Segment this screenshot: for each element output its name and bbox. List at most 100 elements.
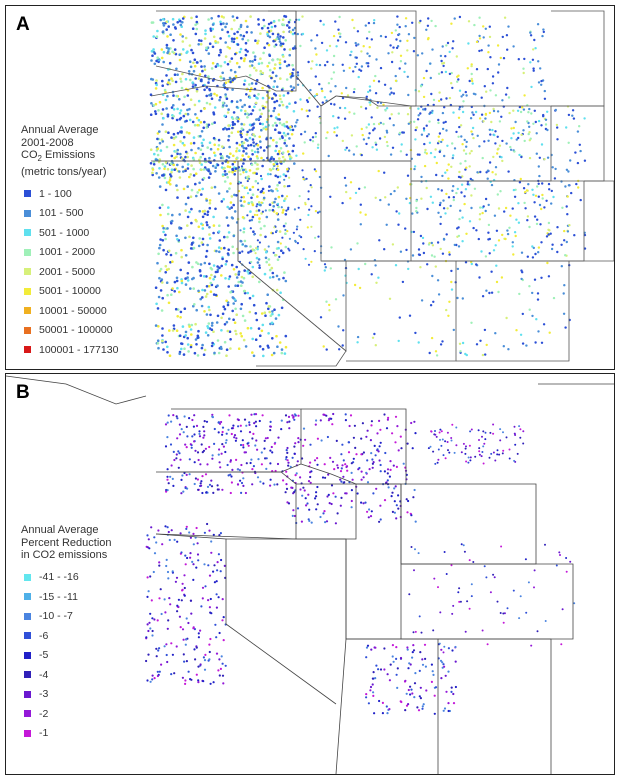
emission-point: [370, 424, 373, 427]
emission-point: [411, 651, 414, 654]
emission-point: [179, 140, 182, 143]
emission-point: [268, 35, 272, 39]
emission-point: [450, 439, 453, 442]
emission-point: [488, 111, 492, 115]
emission-point: [243, 269, 246, 272]
emission-point: [331, 63, 335, 66]
emission-point: [566, 105, 570, 108]
emission-point: [193, 58, 197, 61]
emission-point: [292, 231, 295, 234]
emission-point: [318, 83, 321, 86]
emission-point: [278, 37, 281, 41]
emission-point: [365, 696, 368, 699]
emission-point: [162, 226, 165, 230]
emission-point: [269, 420, 272, 423]
emission-point: [187, 670, 190, 673]
emission-point: [217, 246, 221, 249]
emission-point: [460, 95, 463, 98]
emission-point: [260, 177, 263, 181]
emission-point: [334, 85, 337, 88]
emission-point: [211, 454, 214, 457]
emission-point: [145, 636, 148, 639]
emission-point: [299, 218, 302, 221]
emission-point: [279, 147, 283, 150]
emission-point: [463, 202, 466, 206]
emission-point: [317, 235, 320, 238]
emission-point: [239, 56, 243, 60]
emission-point: [304, 201, 307, 204]
emission-point: [278, 157, 281, 160]
emission-point: [389, 663, 392, 666]
emission-point: [385, 107, 389, 110]
emission-point: [251, 294, 255, 298]
emission-point: [221, 433, 224, 436]
emission-point: [240, 204, 243, 207]
emission-point: [540, 79, 543, 83]
emission-point: [282, 479, 285, 482]
emission-point: [167, 530, 170, 534]
emission-point: [287, 502, 291, 505]
emission-point: [271, 97, 274, 100]
emission-point: [175, 457, 178, 460]
emission-point: [189, 142, 193, 145]
emission-point: [478, 117, 482, 120]
emission-point: [457, 78, 460, 81]
emission-point: [164, 525, 167, 528]
emission-point: [389, 192, 393, 196]
emission-point: [305, 109, 308, 112]
emission-point: [541, 182, 544, 185]
legend-label: 1001 - 2000: [39, 246, 96, 259]
emission-point: [251, 351, 254, 354]
emission-point: [256, 147, 260, 151]
emission-point: [176, 148, 179, 152]
emission-point: [170, 673, 173, 676]
emission-point: [494, 130, 497, 133]
emission-point: [412, 644, 415, 647]
emission-point: [533, 109, 536, 113]
emission-point: [203, 531, 206, 534]
emission-point: [174, 580, 177, 583]
emission-point: [210, 344, 214, 348]
legend-label: -41 - -16: [39, 571, 79, 584]
emission-point: [383, 83, 387, 87]
emission-point: [537, 119, 541, 123]
emission-point: [160, 112, 163, 116]
emission-point: [154, 110, 157, 113]
emission-point: [211, 415, 214, 418]
emission-point: [220, 316, 223, 320]
emission-point: [316, 463, 319, 466]
emission-point: [278, 58, 282, 62]
emission-point: [172, 23, 175, 26]
emission-point: [213, 121, 216, 124]
emission-point: [465, 140, 468, 144]
emission-point: [551, 243, 554, 246]
emission-point: [149, 148, 153, 151]
emission-point: [250, 163, 254, 166]
emission-point: [414, 672, 417, 675]
legend-label: 5001 - 10000: [39, 285, 101, 298]
emission-point: [405, 197, 408, 200]
emission-point: [280, 162, 283, 165]
emission-point: [217, 431, 220, 434]
emission-point: [239, 133, 243, 137]
map-panel-a: A Annual Average 2001-2008 CO2 Emissions…: [5, 5, 615, 370]
emission-point: [415, 206, 418, 210]
emission-point: [381, 712, 384, 715]
emission-point: [166, 478, 169, 481]
emission-point: [556, 250, 559, 254]
emission-point: [282, 173, 286, 176]
emission-point: [225, 354, 228, 358]
emission-point: [239, 424, 242, 427]
emission-point: [272, 351, 276, 355]
emission-point: [215, 249, 218, 253]
emission-point: [276, 483, 279, 486]
emission-point: [201, 152, 205, 156]
emission-point: [238, 50, 242, 54]
emission-point: [193, 461, 196, 464]
emission-point: [186, 336, 189, 340]
emission-point: [170, 77, 173, 80]
emission-point: [227, 108, 230, 111]
emission-point: [534, 252, 537, 256]
emission-point: [307, 60, 310, 64]
emission-point: [371, 336, 375, 339]
